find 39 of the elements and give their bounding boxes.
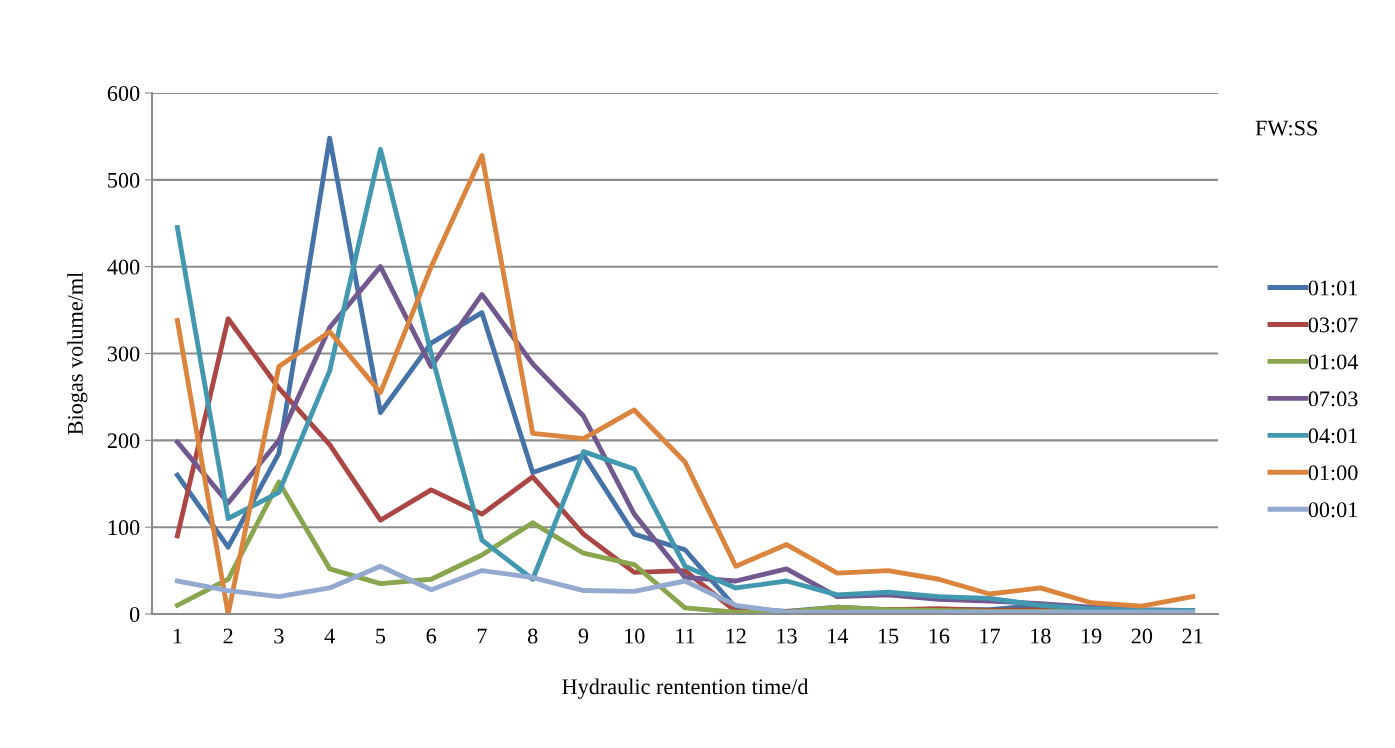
x-tick-label: 11 xyxy=(676,628,695,644)
x-tick-label: 7 xyxy=(477,628,487,644)
line-series xyxy=(174,563,1196,614)
x-tick-label: 17 xyxy=(980,628,1001,644)
x-tick-label: 13 xyxy=(777,628,797,644)
y-tick-label: 400 xyxy=(107,259,140,275)
legend-label: 01:01 xyxy=(1308,280,1358,296)
x-tick-label: 19 xyxy=(1081,628,1102,644)
legend-label: 03:07 xyxy=(1308,317,1358,333)
x-tick-label: 3 xyxy=(274,628,284,644)
y-tick-label: 500 xyxy=(108,172,140,188)
y-tick-label: 600 xyxy=(107,85,140,101)
x-tick-label: 16 xyxy=(929,628,950,644)
x-tick-label: 15 xyxy=(878,628,899,644)
x-tick-label: 8 xyxy=(528,628,538,644)
y-tick-label: 0 xyxy=(129,606,140,622)
legend-label: 00:01 xyxy=(1308,502,1358,518)
x-tick-label: 2 xyxy=(223,628,233,644)
x-tick-label: 20 xyxy=(1131,628,1153,644)
x-tick-label: 6 xyxy=(426,628,437,644)
x-tick-label: 12 xyxy=(726,628,746,644)
y-tick-label: 200 xyxy=(107,433,140,449)
y-axis-title: Biogas volume/ml xyxy=(67,272,88,435)
x-tick-label: 18 xyxy=(1031,628,1051,644)
x-tick-label: 10 xyxy=(625,628,645,644)
legend-label: 07:03 xyxy=(1308,391,1358,407)
legend-title: FW:SS xyxy=(1255,120,1318,136)
y-tick-label: 100 xyxy=(108,520,140,536)
x-tick-label: 1 xyxy=(173,628,182,644)
x-tick-label: 9 xyxy=(578,628,589,644)
y-tick-label: 300 xyxy=(107,346,140,362)
x-tick-label: 21 xyxy=(1182,628,1203,644)
x-axis-title: Hydraulic rentention time/d xyxy=(562,678,809,699)
x-tick-label: 5 xyxy=(376,628,386,644)
x-tick-label: 4 xyxy=(324,628,335,644)
legend-label: 01:00 xyxy=(1308,465,1358,481)
legend-label: 04:01 xyxy=(1308,428,1358,444)
legend-label: 01:04 xyxy=(1308,354,1359,370)
x-tick-label: 14 xyxy=(828,628,849,644)
